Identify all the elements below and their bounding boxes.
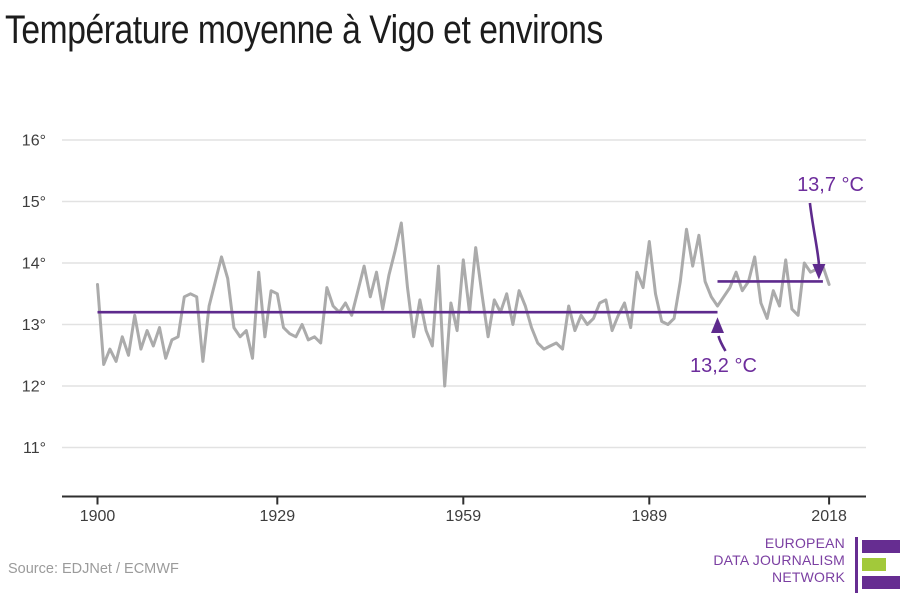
y-tick-label: 15° <box>22 194 46 211</box>
y-tick-label: 11° <box>23 440 46 457</box>
annotation-arrow-down-icon <box>812 264 826 280</box>
edjn-logo-text: EUROPEAN DATA JOURNALISM NETWORK <box>713 535 845 586</box>
y-tick-label: 13° <box>22 317 46 334</box>
y-tick-label: 12° <box>22 379 46 396</box>
x-tick-label: 1900 <box>80 508 116 525</box>
edjn-logo-rule <box>855 537 858 593</box>
x-tick-label: 1959 <box>446 508 482 525</box>
x-tick-label: 2018 <box>811 508 847 525</box>
annotation-arrow-stem <box>717 335 727 352</box>
annotation-13-2: 13,2 °C <box>690 355 757 377</box>
annotation-13-7: 13,7 °C <box>797 174 864 196</box>
page-title: Température moyenne à Vigo et environs <box>5 8 603 52</box>
edjn-logo-bar-green <box>862 558 886 571</box>
edjn-logo-bar-purple-top <box>862 540 900 553</box>
edjn-logo-bar-purple-bottom <box>862 576 900 589</box>
y-tick-label: 16° <box>22 133 46 150</box>
y-tick-label: 14° <box>22 256 46 273</box>
annotation-arrow-stem <box>808 202 821 265</box>
x-tick-label: 1989 <box>632 508 668 525</box>
x-tick-label: 1929 <box>260 508 296 525</box>
logo-line-network: NETWORK <box>772 569 845 585</box>
source-text: Source: EDJNet / ECMWF <box>8 561 179 577</box>
logo-line-european: EUROPEAN <box>764 535 845 551</box>
annotation-arrow-up-icon <box>711 317 724 333</box>
logo-line-data-journalism: DATA JOURNALISM <box>713 552 845 568</box>
temperature-line <box>96 221 831 388</box>
